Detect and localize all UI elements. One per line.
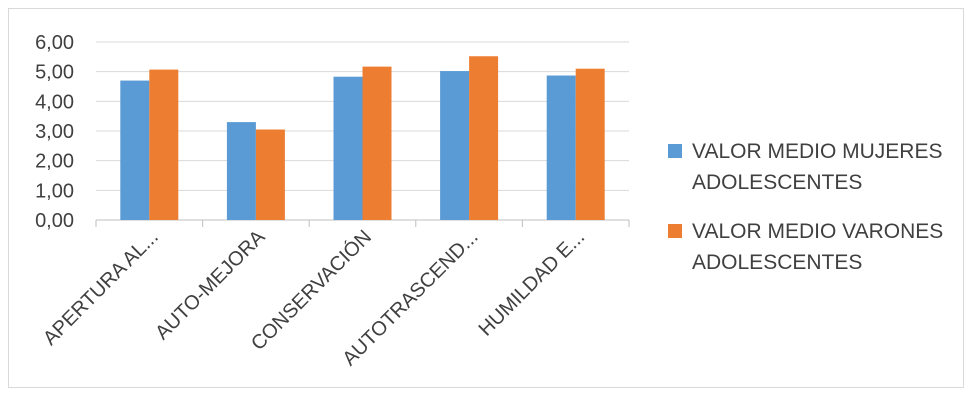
bar (469, 56, 499, 220)
x-tick-label: AUTO-MEJORA (151, 226, 270, 345)
y-tick-label: 2,00 (35, 151, 74, 173)
bar (546, 75, 576, 220)
bar (362, 66, 392, 220)
y-tick-label: 6,00 (35, 32, 74, 54)
bar (120, 80, 150, 220)
bar (440, 71, 470, 220)
legend-label-varones: VALOR MEDIO VARONES ADOLESCENTES (692, 220, 944, 274)
bar (333, 76, 363, 221)
bar (575, 68, 605, 220)
legend-swatch-varones (668, 224, 682, 238)
bar (149, 69, 179, 220)
legend-label-mujeres: VALOR MEDIO MUJERES ADOLESCENTES (692, 140, 943, 194)
chart-legend: VALOR MEDIO MUJERES ADOLESCENTES VALOR M… (668, 136, 968, 296)
legend-item-mujeres: VALOR MEDIO MUJERES ADOLESCENTES (668, 136, 968, 198)
bar (255, 129, 285, 220)
legend-item-varones: VALOR MEDIO VARONES ADOLESCENTES (668, 216, 968, 278)
x-tick-label: APERTURA AL... (39, 226, 163, 350)
x-tick-label: HUMILDAD E... (475, 226, 590, 341)
y-tick-label: 1,00 (35, 180, 74, 202)
y-tick-label: 3,00 (35, 121, 74, 143)
y-tick-label: 5,00 (35, 62, 74, 84)
legend-swatch-mujeres (668, 144, 682, 158)
y-tick-label: 4,00 (35, 91, 74, 113)
bar (226, 122, 256, 220)
y-tick-label: 0,00 (35, 210, 74, 232)
